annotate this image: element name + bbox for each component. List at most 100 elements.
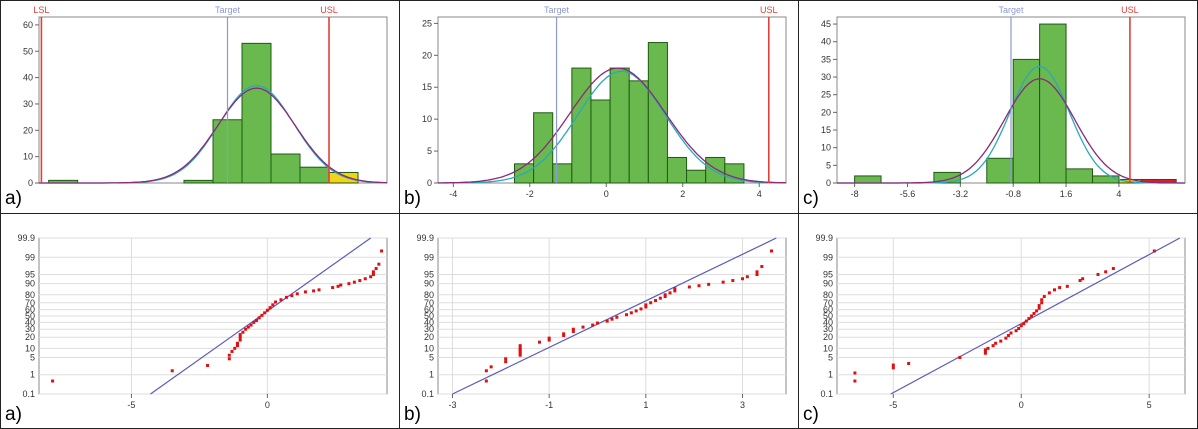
data-point (1040, 301, 1044, 305)
y-tick-label: 99.9 (815, 233, 833, 243)
y-tick-label: 35 (821, 54, 831, 64)
data-point (235, 341, 239, 345)
data-point (347, 282, 351, 286)
data-point (1019, 324, 1023, 328)
data-point (1152, 249, 1156, 253)
y-tick-label: 90 (424, 279, 434, 289)
target-label: Target (998, 5, 1024, 15)
probability-panel-b: 0.1 1 5 10 20 30 40 50 60 70 80 90 95 99 99.9 -3 -1 1 3 b) (399, 213, 799, 429)
data-point (238, 333, 242, 337)
data-point (1047, 291, 1051, 295)
y-tick-label: 70 (823, 298, 833, 308)
y-tick-label: 0 (826, 178, 831, 188)
y-tick-label: 1 (429, 370, 434, 380)
x-tick-label: 2 (680, 189, 685, 199)
y-tick-label: 0 (427, 178, 432, 188)
histogram-bar (686, 169, 707, 184)
data-point (673, 287, 677, 291)
x-tick-label: 0 (1019, 400, 1024, 410)
histogram-bar (590, 99, 611, 184)
data-point (721, 280, 725, 284)
data-point (1104, 270, 1108, 274)
data-point (504, 357, 508, 361)
data-point (994, 341, 998, 345)
data-point (1037, 306, 1041, 310)
y-tick-label: 95 (823, 269, 833, 279)
histogram-bar (647, 42, 668, 184)
histogram-bar (1091, 175, 1120, 184)
y-tick-label: 99 (424, 252, 434, 262)
data-point (51, 379, 55, 383)
y-tick-label: 10 (422, 114, 432, 124)
data-point (1053, 288, 1056, 292)
data-point (284, 295, 288, 299)
histogram-bar (609, 67, 630, 184)
data-point (1029, 314, 1033, 318)
data-point (741, 277, 744, 281)
y-tick-label: 60 (23, 20, 33, 30)
data-point (271, 303, 275, 307)
y-tick-label: 5 (826, 160, 831, 170)
x-tick-label: 1.6 (1060, 189, 1073, 199)
data-point (958, 356, 962, 360)
data-point (760, 265, 764, 269)
data-point (369, 275, 373, 279)
x-tick-label: -8 (851, 189, 859, 199)
x-tick-label: -4 (449, 189, 457, 199)
data-point (265, 308, 269, 312)
panel-label: b) (404, 188, 421, 209)
data-point (312, 289, 316, 293)
x-tick-label: 1 (643, 400, 648, 410)
data-point (755, 272, 759, 276)
data-point (853, 371, 857, 375)
data-point (983, 348, 987, 352)
x-tick-label: -1 (545, 400, 553, 410)
y-tick-label: 15 (422, 82, 432, 92)
data-point (629, 311, 633, 315)
y-tick-label: 40 (821, 37, 831, 47)
data-point (489, 365, 493, 369)
data-point (1040, 298, 1044, 302)
data-point (673, 289, 677, 293)
x-tick-label: 0 (604, 189, 609, 199)
y-tick-label: 10 (821, 143, 831, 153)
y-tick-label: 20 (23, 125, 33, 135)
histogram-bar (933, 171, 961, 184)
y-tick-label: 5 (828, 353, 833, 363)
histogram-bar (571, 67, 592, 184)
lsl-label: LSL (33, 5, 49, 15)
data-point (235, 344, 239, 348)
data-point (377, 262, 381, 266)
y-tick-label: 99 (823, 252, 833, 262)
panel-label: a) (5, 404, 22, 425)
data-point (339, 283, 343, 287)
data-point (658, 296, 662, 300)
y-tick-label: 50 (424, 311, 434, 321)
x-tick-label: -5 (127, 400, 135, 410)
y-tick-label: 5 (429, 353, 434, 363)
y-tick-label: 70 (25, 298, 35, 308)
histogram-bar (1039, 23, 1067, 184)
data-point (1037, 304, 1041, 308)
histogram-bar (328, 171, 359, 184)
y-tick-label: 80 (823, 290, 833, 300)
data-point (571, 329, 575, 333)
y-tick-label: 40 (25, 317, 35, 327)
x-tick-label: -5.6 (900, 189, 916, 199)
data-point (1004, 336, 1008, 340)
probability-panel-a: 0.1 1 5 10 20 30 40 50 60 70 80 90 95 99 99.9 -5 0 a) (0, 213, 400, 429)
y-tick-label: 60 (25, 305, 35, 315)
data-point (290, 294, 294, 298)
y-tick-label: 99.9 (17, 233, 35, 243)
data-point (238, 335, 242, 339)
y-tick-label: 10 (424, 343, 434, 353)
target-label: Target (215, 5, 241, 15)
histogram-bar (270, 153, 301, 184)
data-point (687, 285, 691, 289)
data-point (991, 344, 995, 348)
data-point (363, 277, 367, 281)
data-point (279, 298, 283, 302)
data-point (227, 353, 231, 357)
y-tick-label: 20 (422, 50, 432, 60)
data-point (999, 339, 1003, 343)
